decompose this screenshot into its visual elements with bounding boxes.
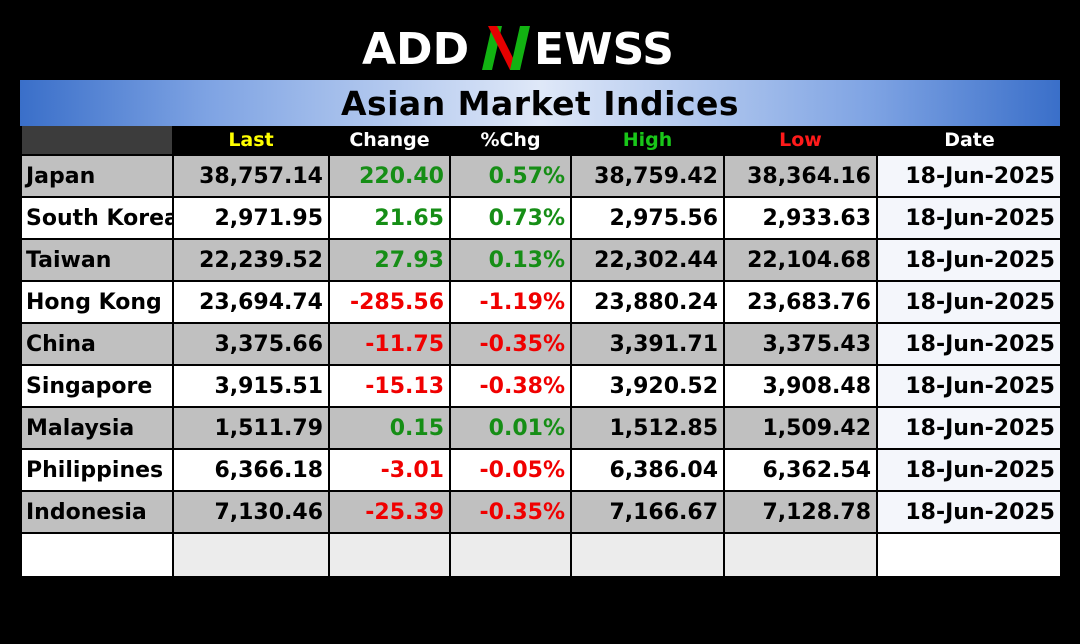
header-low: Low bbox=[723, 126, 877, 155]
cell-change: 0.15 bbox=[328, 406, 451, 450]
cell-last: 38,757.14 bbox=[172, 154, 330, 198]
empty-cell bbox=[449, 532, 572, 578]
empty-cell bbox=[570, 532, 725, 578]
cell-last: 3,915.51 bbox=[172, 364, 330, 408]
title-banner: Asian Market Indices bbox=[20, 80, 1060, 126]
cell-pct: -0.05% bbox=[449, 448, 572, 492]
brand-logo-mark: ADD EWSS bbox=[362, 24, 674, 75]
cell-change: 220.40 bbox=[328, 154, 451, 198]
cell-name: Taiwan bbox=[20, 238, 174, 282]
cell-change: -15.13 bbox=[328, 364, 451, 408]
header-last: Last bbox=[172, 126, 329, 155]
cell-name: China bbox=[20, 322, 174, 366]
cell-low: 7,128.78 bbox=[723, 490, 878, 534]
cell-high: 3,391.71 bbox=[570, 322, 725, 366]
table-row: Malaysia 1,511.79 0.15 0.01% 1,512.85 1,509.4… bbox=[20, 406, 1062, 450]
cell-last: 1,511.79 bbox=[172, 406, 330, 450]
table-row: Japan 38,757.14 220.40 0.57% 38,759.42 38,364… bbox=[20, 154, 1062, 198]
cell-low: 23,683.76 bbox=[723, 280, 878, 324]
header-date: Date bbox=[876, 126, 1061, 155]
cell-high: 7,166.67 bbox=[570, 490, 725, 534]
cell-date: 18-Jun-2025 bbox=[876, 196, 1062, 240]
empty-cell bbox=[876, 532, 1062, 578]
cell-pct: 0.13% bbox=[449, 238, 572, 282]
cell-pct: -0.38% bbox=[449, 364, 572, 408]
page-title: Asian Market Indices bbox=[340, 83, 740, 123]
table-row: China 3,375.66 -11.75 -0.35% 3,391.71 3,375.4… bbox=[20, 322, 1062, 366]
brand-logo: ADD EWSS bbox=[0, 14, 1080, 78]
cell-low: 3,908.48 bbox=[723, 364, 878, 408]
cell-name: South Korea bbox=[20, 196, 174, 240]
empty-cell bbox=[328, 532, 451, 578]
cell-date: 18-Jun-2025 bbox=[876, 490, 1062, 534]
cell-last: 6,366.18 bbox=[172, 448, 330, 492]
cell-date: 18-Jun-2025 bbox=[876, 364, 1062, 408]
table-header-row: Last Change %Chg High Low Date bbox=[20, 126, 1061, 155]
cell-low: 22,104.68 bbox=[723, 238, 878, 282]
cell-date: 18-Jun-2025 bbox=[876, 406, 1062, 450]
cell-date: 18-Jun-2025 bbox=[876, 238, 1062, 282]
cell-last: 22,239.52 bbox=[172, 238, 330, 282]
cell-high: 6,386.04 bbox=[570, 448, 725, 492]
cell-change: -11.75 bbox=[328, 322, 451, 366]
cell-name: Japan bbox=[20, 154, 174, 198]
cell-high: 22,302.44 bbox=[570, 238, 725, 282]
table-row: Taiwan 22,239.52 27.93 0.13% 22,302.44 22,104… bbox=[20, 238, 1062, 282]
cell-name: Hong Kong bbox=[20, 280, 174, 324]
cell-pct: 0.57% bbox=[449, 154, 572, 198]
header-corner bbox=[20, 126, 173, 155]
cell-high: 2,975.56 bbox=[570, 196, 725, 240]
table-row: Singapore 3,915.51 -15.13 -0.38% 3,920.52 3,9… bbox=[20, 364, 1062, 408]
header-change: Change bbox=[328, 126, 450, 155]
table-row: Philippines 6,366.18 -3.01 -0.05% 6,386.04 6,… bbox=[20, 448, 1062, 492]
table-row: South Korea 2,971.95 21.65 0.73% 2,975.56 2,9… bbox=[20, 196, 1062, 240]
cell-high: 38,759.42 bbox=[570, 154, 725, 198]
cell-low: 6,362.54 bbox=[723, 448, 878, 492]
empty-cell bbox=[20, 532, 174, 578]
table-row-empty bbox=[20, 532, 1062, 578]
table-row: Hong Kong 23,694.74 -285.56 -1.19% 23,880.24… bbox=[20, 280, 1062, 324]
cell-pct: -1.19% bbox=[449, 280, 572, 324]
cell-name: Malaysia bbox=[20, 406, 174, 450]
cell-last: 2,971.95 bbox=[172, 196, 330, 240]
cell-high: 3,920.52 bbox=[570, 364, 725, 408]
empty-cell bbox=[172, 532, 330, 578]
cell-date: 18-Jun-2025 bbox=[876, 154, 1062, 198]
cell-date: 18-Jun-2025 bbox=[876, 448, 1062, 492]
brand-logo-left-text: ADD bbox=[362, 24, 469, 75]
cell-change: 27.93 bbox=[328, 238, 451, 282]
market-indices-table: Last Change %Chg High Low Date Japan 38,7… bbox=[20, 126, 1062, 578]
header-high: High bbox=[570, 126, 724, 155]
cell-low: 1,509.42 bbox=[723, 406, 878, 450]
brand-logo-right-text: EWSS bbox=[534, 24, 674, 75]
cell-change: 21.65 bbox=[328, 196, 451, 240]
header-pct-change: %Chg bbox=[449, 126, 571, 155]
cell-last: 23,694.74 bbox=[172, 280, 330, 324]
cell-last: 7,130.46 bbox=[172, 490, 330, 534]
cell-pct: 0.01% bbox=[449, 406, 572, 450]
cell-name: Philippines bbox=[20, 448, 174, 492]
cell-low: 38,364.16 bbox=[723, 154, 878, 198]
cell-date: 18-Jun-2025 bbox=[876, 322, 1062, 366]
n-swoosh-icon bbox=[482, 26, 530, 70]
cell-pct: -0.35% bbox=[449, 490, 572, 534]
table-row: Indonesia 7,130.46 -25.39 -0.35% 7,166.67 7,1… bbox=[20, 490, 1062, 534]
cell-change: -285.56 bbox=[328, 280, 451, 324]
cell-low: 3,375.43 bbox=[723, 322, 878, 366]
cell-name: Singapore bbox=[20, 364, 174, 408]
table-body: Japan 38,757.14 220.40 0.57% 38,759.42 38,364… bbox=[20, 154, 1062, 578]
cell-change: -25.39 bbox=[328, 490, 451, 534]
empty-cell bbox=[723, 532, 878, 578]
cell-name: Indonesia bbox=[20, 490, 174, 534]
cell-date: 18-Jun-2025 bbox=[876, 280, 1062, 324]
cell-low: 2,933.63 bbox=[723, 196, 878, 240]
cell-pct: -0.35% bbox=[449, 322, 572, 366]
cell-high: 23,880.24 bbox=[570, 280, 725, 324]
cell-high: 1,512.85 bbox=[570, 406, 725, 450]
cell-last: 3,375.66 bbox=[172, 322, 330, 366]
cell-change: -3.01 bbox=[328, 448, 451, 492]
cell-pct: 0.73% bbox=[449, 196, 572, 240]
